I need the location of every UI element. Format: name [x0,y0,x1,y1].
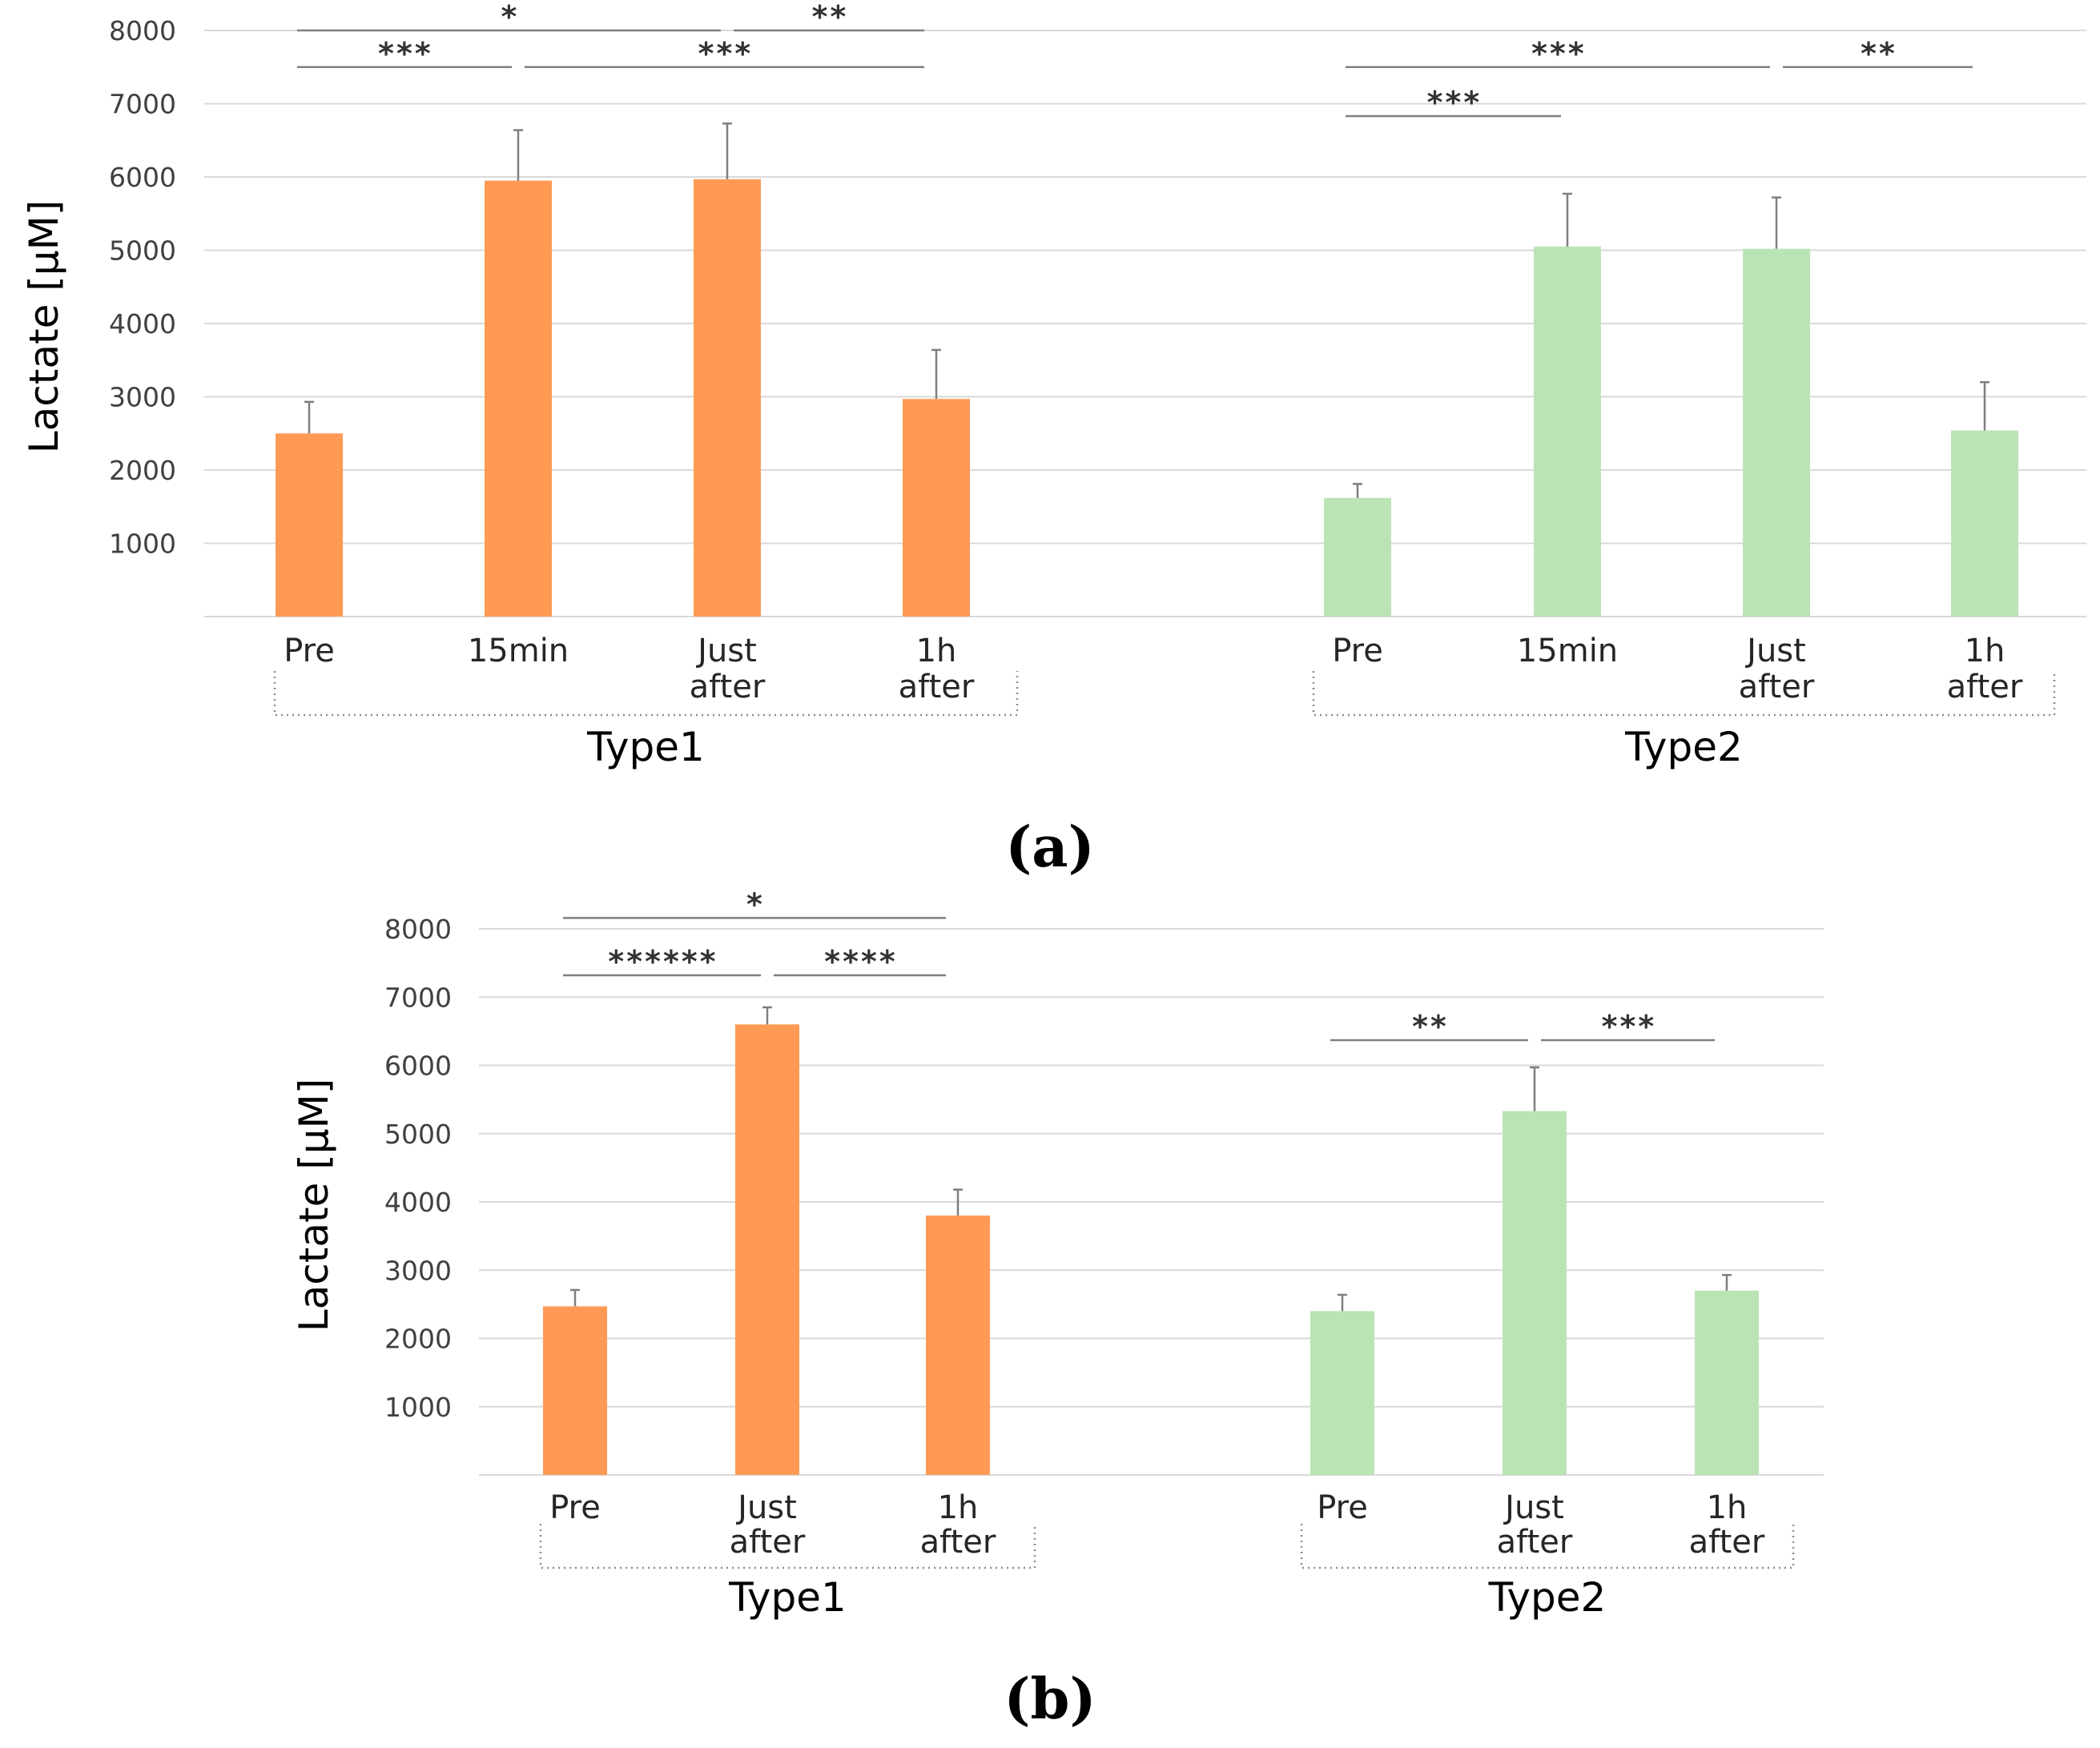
y-tick-label: 8000 [109,15,176,46]
y-tick-label: 5000 [384,1119,452,1150]
error-bar [1338,1293,1347,1312]
error-bar [931,348,941,400]
y-axis-title: Lactate [µM] [291,1079,337,1332]
panel-label: (b) [1004,1666,1096,1732]
significance-label: *** [1600,1009,1655,1044]
error-bar [513,129,523,181]
x-category-label: 1h [1707,1489,1748,1526]
x-category-label: Pre [549,1489,601,1526]
y-tick-label: 2000 [384,1324,452,1355]
group-label: Type2 [1488,1574,1607,1621]
significance-label: * [500,0,518,34]
x-category-label: Just [735,1489,797,1526]
bar-type1-15min [485,180,552,617]
bar-type2-pre [1310,1311,1374,1475]
panel-label: (a) [1005,814,1095,880]
bar-type2-1h-after [1695,1290,1759,1475]
x-category-label: 1h [1965,633,2005,669]
error-bar [1530,1066,1539,1111]
x-category-label: after [1689,1524,1765,1561]
y-tick-label: 4000 [109,308,176,340]
bar-type2-1h-after [1951,430,2018,617]
error-bar [722,122,732,179]
bar-type1-just-after [735,1024,799,1475]
x-category-label: after [1497,1524,1573,1561]
x-category-label: Just [1744,633,1806,669]
y-tick-label: 2000 [109,455,176,486]
y-tick-label: 7000 [109,89,176,120]
significance-label: ** [1411,1009,1448,1044]
y-tick-label: 1000 [384,1392,452,1423]
error-bar [1563,192,1572,247]
significance-label: *** [377,36,432,71]
error-bar [1772,196,1781,249]
significance-label: *** [1531,36,1586,71]
y-tick-label: 5000 [109,235,176,267]
bar-type1-just-after [694,179,761,617]
significance-label: ****** [607,944,717,979]
x-category-label: Pre [1332,633,1383,669]
significance-label: * [746,886,764,922]
y-tick-label: 1000 [109,528,176,560]
bar-type2-pre [1324,497,1391,617]
bar-type2-15min [1534,246,1601,617]
x-category-label: after [1739,669,1815,705]
bar-type1-pre [276,433,343,617]
x-category-label: 1h [938,1489,979,1526]
y-tick-label: 6000 [384,1051,452,1082]
significance-label: *** [1426,85,1481,120]
x-category-label: Pre [284,633,335,669]
group-bracket [273,671,1019,717]
x-category-label: 15min [1517,633,1618,669]
x-category-label: Just [695,633,757,669]
significance-label: *** [697,36,752,71]
x-category-label: after [1947,669,2023,705]
error-bar [762,1006,772,1025]
significance-label: ** [811,0,847,34]
group-label: Type2 [1624,724,1743,770]
group-bracket [1312,671,2056,717]
x-category-label: Pre [1317,1489,1368,1526]
bar-type1-pre [543,1306,607,1475]
bar-type1-1h-after [903,399,970,617]
error-bar [1722,1273,1732,1291]
group-label: Type1 [728,1574,847,1621]
significance-label: **** [823,944,897,979]
y-tick-label: 4000 [384,1187,452,1218]
bar-type2-just-after [1503,1111,1567,1475]
error-bar [1353,483,1362,498]
y-tick-label: 3000 [384,1255,452,1286]
x-category-label: after [730,1524,806,1561]
y-tick-label: 6000 [109,162,176,193]
chart-panel-b: 1000 2000 3000 4000 5000 6000 7000 8000 Lactate … [291,886,1824,1732]
y-axis-title: Lactate [µM] [21,200,67,453]
bar-type2-just-after [1743,248,1810,617]
x-category-label: 15min [468,633,569,669]
y-tick-label: 7000 [384,982,452,1013]
error-bar [304,400,314,434]
x-category-label: after [899,669,975,705]
error-bar [953,1188,963,1216]
x-category-label: Just [1503,1489,1564,1526]
y-tick-label: 8000 [384,914,452,945]
x-category-label: after [920,1524,996,1561]
y-tick-label: 3000 [109,382,176,413]
x-category-label: 1h [916,633,957,669]
x-category-label: after [690,669,766,705]
chart-panel-a: 1000 2000 3000 4000 5000 6000 7000 8000 Lactate … [21,0,2086,880]
significance-label: ** [1860,36,1897,71]
bar-type1-1h-after [926,1216,990,1475]
error-bar [1980,380,1989,431]
error-bar [570,1288,580,1307]
group-label: Type1 [586,724,705,770]
